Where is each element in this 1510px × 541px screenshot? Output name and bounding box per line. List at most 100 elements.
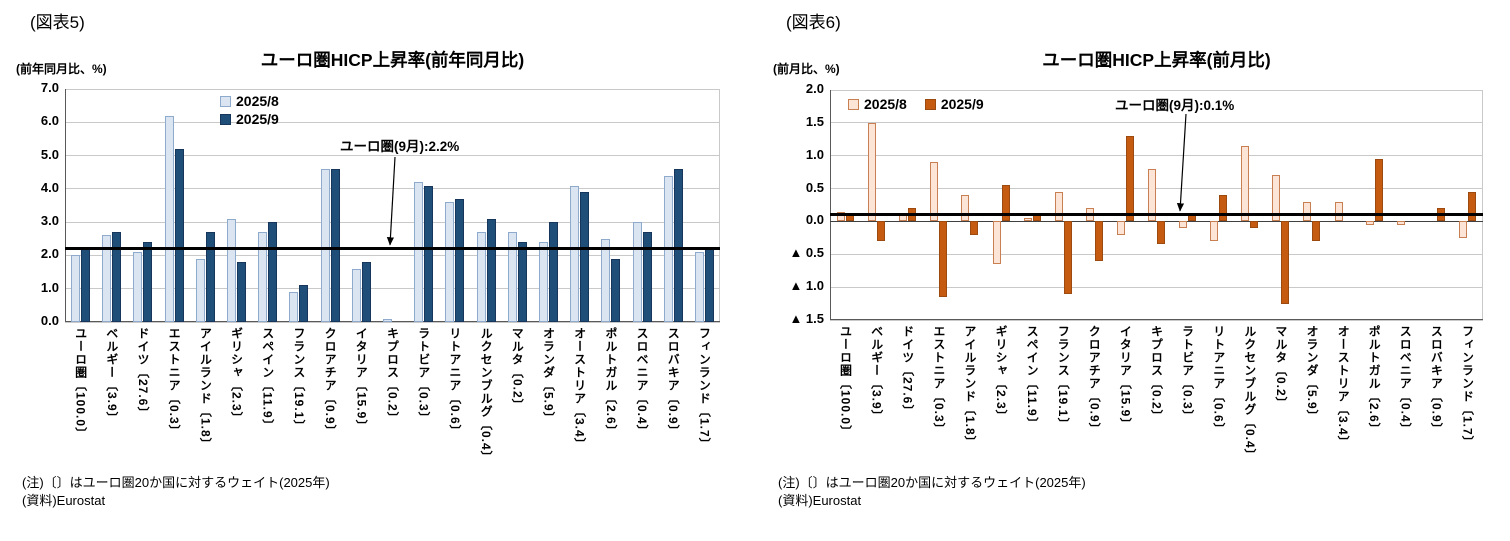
x-category-label: ギリシャ〔2.3〕	[994, 325, 1009, 423]
x-category-label: ギリシャ〔2.3〕	[229, 327, 244, 425]
bar-series-0	[1023, 218, 1032, 222]
bar-series-0	[601, 238, 611, 322]
figure6-label: (図表6)	[786, 13, 841, 32]
gridline	[830, 253, 1483, 255]
x-category-label: オランダ〔5.9〕	[541, 327, 556, 425]
bar-series-0	[1054, 191, 1063, 222]
y-tick-label: 1.0	[805, 146, 824, 162]
y-tick-label: 3.0	[40, 213, 59, 229]
bar-series-0	[289, 292, 299, 322]
plot-right-border	[719, 89, 720, 322]
x-category-label: スロベニア〔0.4〕	[635, 327, 650, 438]
reference-line	[830, 213, 1483, 217]
gridline	[830, 319, 1483, 321]
bar-series-0	[102, 235, 112, 322]
bar-series-0	[538, 242, 548, 322]
bar-series-1	[361, 262, 371, 322]
x-category-label: フランス〔19.1〕	[291, 327, 306, 433]
bar-series-0	[351, 268, 361, 322]
x-category-label: ラトビア〔0.3〕	[1180, 325, 1195, 423]
figure6-note-source: (資料)Eurostat	[778, 493, 862, 508]
bar-series-1	[1001, 185, 1010, 222]
x-category-label: イタリア〔15.9〕	[354, 327, 369, 433]
bar-series-0	[1396, 221, 1405, 225]
x-category-label: リトアニア〔0.6〕	[447, 327, 462, 438]
x-category-label: アイルランド〔1.8〕	[198, 327, 213, 451]
x-category-label: ルクセンブルグ〔0.4〕	[479, 327, 494, 464]
bar-series-1	[970, 221, 979, 235]
figure5-legend: 2025/8 2025/9	[220, 93, 279, 127]
y-tick-label: 7.0	[40, 80, 59, 95]
x-axis-bottom-line	[65, 321, 720, 322]
bar-series-1	[517, 242, 527, 322]
bar-series-1	[548, 222, 558, 322]
legend-swatch-2025-09-icon	[924, 98, 936, 110]
y-tick-label: 2.0	[805, 81, 824, 96]
x-category-label: エストニア〔0.3〕	[167, 327, 182, 438]
bar-series-1	[174, 148, 184, 322]
figure6-legend: 2025/8 2025/9	[848, 96, 984, 112]
x-category-label: オーストリア〔3.4〕	[1336, 325, 1351, 449]
annotation-arrow	[1176, 113, 1187, 212]
x-category-label: ラトビア〔0.3〕	[416, 327, 431, 425]
bar-series-1	[1250, 221, 1259, 228]
figure6-plot-area: 2025/8 2025/9 ユーロ圏(9月):0.1% 2.0 1.5 1.0 0.5…	[789, 81, 1483, 462]
bar-series-0	[1303, 201, 1312, 222]
x-category-label: ドイツ〔27.6〕	[900, 325, 915, 418]
legend-label-2025-09: 2025/9	[236, 111, 279, 127]
x-category-label: ユーロ圏〔100.0〕	[73, 327, 88, 441]
bar-series-1	[1219, 195, 1228, 222]
bar-series-0	[227, 218, 237, 322]
x-category-label: ユーロ圏〔100.0〕	[838, 325, 853, 439]
bar-series-0	[195, 258, 205, 322]
x-category-label: オーストリア〔3.4〕	[572, 327, 587, 451]
x-category-label: マルタ〔0.2〕	[510, 327, 525, 412]
bar-series-0	[694, 252, 704, 322]
legend-swatch-2025-09-icon	[220, 113, 231, 125]
y-tick-label: 2.0	[40, 246, 59, 262]
bar-series-0	[992, 221, 1001, 265]
bar-series-0	[1148, 168, 1156, 222]
bar-series-1	[299, 285, 309, 322]
figure5-notes: (注)〔〕はユーロ圏20か国に対するウェイト(2025年) (資料)Eurost…	[22, 474, 330, 510]
gridline	[65, 155, 720, 157]
bar-series-0	[383, 318, 392, 322]
y-tick-label: 1.5	[805, 113, 824, 129]
bar-series-1	[205, 232, 215, 322]
x-category-label: ドイツ〔27.6〕	[135, 327, 150, 420]
figure5-chart-title: ユーロ圏HICP上昇率(前年同月比)	[260, 50, 525, 70]
bar-series-1	[1281, 221, 1290, 304]
bar-series-0	[930, 162, 939, 222]
zero-axis-line	[830, 220, 1483, 222]
bar-series-0	[164, 115, 174, 322]
y-tick-label: 1.0	[40, 279, 59, 295]
legend-swatch-2025-08-icon	[220, 95, 231, 107]
gridline	[65, 121, 720, 123]
y-tick-label: 6.0	[40, 113, 59, 129]
x-category-label: フィンランド〔1.7〕	[697, 327, 712, 451]
legend-label-2025-08: 2025/8	[236, 93, 279, 109]
bar-series-1	[611, 258, 621, 322]
legend-label-2025-09: 2025/9	[940, 96, 984, 112]
bar-series-1	[330, 168, 340, 322]
gridline	[830, 89, 1483, 91]
x-category-label: スロバキア〔0.9〕	[1429, 325, 1444, 436]
x-category-label: スロベニア〔0.4〕	[1398, 325, 1413, 436]
y-tick-label: 4.0	[40, 179, 59, 195]
gridline	[65, 188, 720, 190]
bar-series-0	[507, 232, 517, 322]
legend-label-2025-08: 2025/8	[864, 96, 907, 112]
x-category-label: ポルトガル〔2.6〕	[1367, 325, 1382, 436]
gridline	[65, 254, 720, 256]
bar-series-0	[1210, 221, 1219, 242]
y-tick-label: ▲ 1.0	[789, 278, 824, 294]
legend-item-2025-09: 2025/9	[924, 96, 984, 112]
x-category-label: アイルランド〔1.8〕	[962, 325, 977, 449]
bar-series-0	[71, 255, 81, 322]
x-category-label: キプロス〔0.2〕	[1149, 325, 1164, 423]
gridline	[65, 321, 720, 323]
x-category-label: オランダ〔5.9〕	[1304, 325, 1319, 423]
bar-series-1	[1125, 136, 1134, 222]
x-category-label: スロバキア〔0.9〕	[666, 327, 681, 438]
